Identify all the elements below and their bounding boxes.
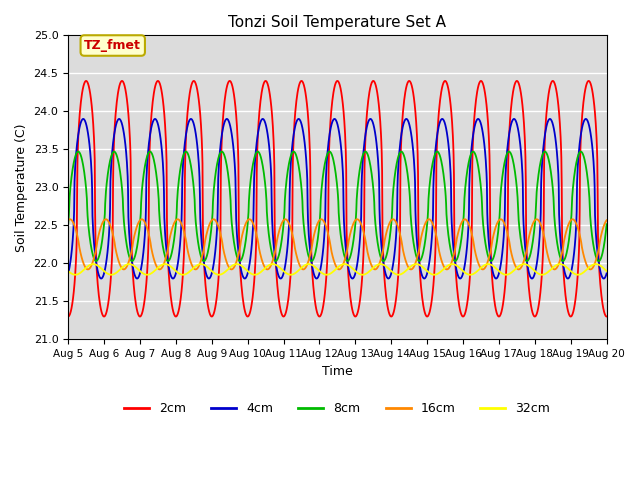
16cm bbox=[540, 230, 547, 236]
32cm bbox=[245, 269, 253, 275]
2cm bbox=[421, 311, 429, 316]
32cm bbox=[179, 272, 187, 277]
16cm bbox=[603, 217, 611, 223]
Line: 8cm: 8cm bbox=[68, 152, 607, 261]
8cm bbox=[171, 231, 179, 237]
2cm bbox=[244, 313, 252, 319]
32cm bbox=[161, 261, 169, 267]
2cm bbox=[64, 313, 72, 319]
32cm bbox=[540, 272, 547, 277]
32cm bbox=[422, 267, 429, 273]
4cm bbox=[64, 271, 72, 276]
8cm bbox=[603, 221, 611, 227]
Legend: 2cm, 4cm, 8cm, 16cm, 32cm: 2cm, 4cm, 8cm, 16cm, 32cm bbox=[120, 397, 556, 420]
16cm bbox=[492, 225, 499, 230]
32cm bbox=[603, 268, 611, 274]
X-axis label: Time: Time bbox=[322, 365, 353, 378]
2cm bbox=[184, 102, 192, 108]
Line: 2cm: 2cm bbox=[68, 81, 607, 316]
16cm bbox=[479, 266, 486, 272]
8cm bbox=[539, 151, 547, 156]
32cm bbox=[492, 265, 500, 271]
2cm bbox=[539, 249, 547, 255]
4cm bbox=[171, 274, 179, 279]
2cm bbox=[603, 313, 611, 319]
4cm bbox=[540, 144, 547, 150]
8cm bbox=[421, 241, 429, 247]
16cm bbox=[171, 219, 179, 225]
8cm bbox=[523, 258, 531, 264]
Y-axis label: Soil Temperature (C): Soil Temperature (C) bbox=[15, 123, 28, 252]
8cm bbox=[492, 249, 499, 254]
16cm bbox=[497, 216, 504, 222]
16cm bbox=[64, 217, 72, 223]
Text: TZ_fmet: TZ_fmet bbox=[84, 39, 141, 52]
4cm bbox=[241, 276, 248, 281]
Title: Tonzi Soil Temperature Set A: Tonzi Soil Temperature Set A bbox=[228, 15, 446, 30]
32cm bbox=[172, 267, 179, 273]
4cm bbox=[492, 276, 500, 281]
4cm bbox=[184, 122, 192, 128]
Line: 4cm: 4cm bbox=[68, 119, 607, 278]
32cm bbox=[64, 268, 72, 274]
4cm bbox=[223, 116, 230, 122]
8cm bbox=[244, 216, 252, 221]
16cm bbox=[184, 249, 192, 254]
16cm bbox=[244, 217, 252, 223]
4cm bbox=[422, 275, 429, 280]
Line: 32cm: 32cm bbox=[68, 264, 607, 275]
2cm bbox=[83, 78, 90, 84]
8cm bbox=[541, 149, 548, 155]
8cm bbox=[64, 221, 72, 227]
4cm bbox=[603, 271, 611, 276]
Line: 16cm: 16cm bbox=[68, 219, 607, 269]
2cm bbox=[492, 305, 499, 311]
4cm bbox=[245, 265, 253, 271]
8cm bbox=[184, 151, 192, 156]
2cm bbox=[172, 313, 179, 319]
32cm bbox=[185, 269, 193, 275]
16cm bbox=[421, 222, 429, 228]
